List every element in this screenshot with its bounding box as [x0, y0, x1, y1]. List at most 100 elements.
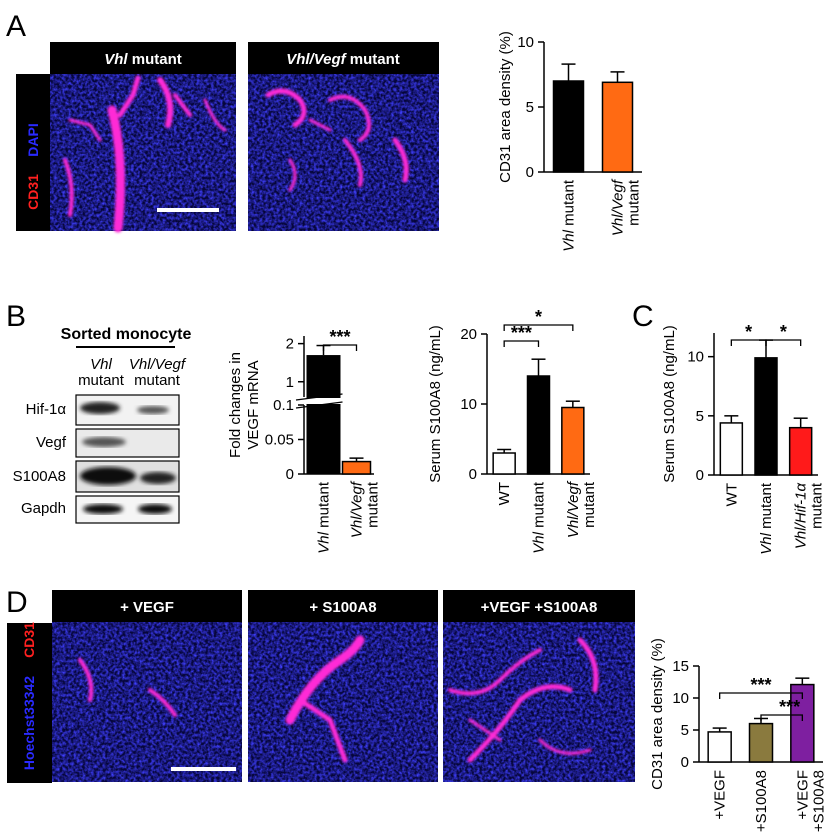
y-tick-label-1: 5 — [526, 99, 534, 116]
bar-2 — [788, 426, 813, 476]
bar-2 — [561, 406, 585, 475]
category-label-1-line2: mutant — [626, 179, 643, 226]
category-label-1-italic: Vhl — [758, 532, 775, 554]
y-tick-label-3: 15 — [672, 658, 689, 675]
category-label-0-normal: WT — [723, 483, 740, 506]
blot-row-s100a8: S100A8 — [13, 468, 66, 485]
blot-row-vegf: Vegf — [36, 434, 67, 451]
significance-label-0: * — [745, 322, 752, 342]
category-label-2-italic: Vhl/Hif-1α — [793, 483, 810, 550]
significance-label-1: * — [535, 307, 542, 327]
y-axis-label: Serum S100A8 (ng/mL) — [427, 325, 444, 483]
blot-col-1-line1: Vhl — [90, 356, 112, 373]
category-label-1-text: Vhl mutant — [531, 481, 548, 554]
micrograph-title-d2: + S100A8 — [309, 599, 376, 616]
category-label-1-normal: +S100A8 — [753, 770, 770, 832]
significance-bracket-0 — [719, 692, 803, 699]
category-label-1: +S100A8 — [753, 770, 770, 832]
category-label-1: Vhl/Vegf mutant — [349, 480, 382, 538]
bar-1 — [341, 460, 372, 475]
y-axis-label: CD31 area density (%) — [497, 31, 514, 183]
y-tick-label-lower-0: 0 — [286, 466, 294, 483]
category-label-1-text: Vhl/Vegf — [610, 178, 627, 236]
category-label-0-italic: Vhl — [561, 229, 578, 251]
micrograph-title-a1: Vhl mutant — [104, 51, 182, 68]
category-label-0-text: WT — [496, 482, 513, 505]
category-label-0: Vhl mutant — [316, 481, 333, 554]
y-tick-label-lower-1: 0.05 — [265, 432, 294, 449]
stain-label-a-cd31: CD31 — [25, 174, 41, 210]
micrograph-title-bar-d3 — [443, 590, 635, 622]
bar-1 — [754, 357, 778, 476]
micrograph-title-bar-a2 — [248, 42, 439, 74]
bar-0-lower — [306, 404, 341, 474]
axis-break-line-upper — [295, 393, 343, 401]
y-tick-label-lower-2: 0.1 — [273, 397, 294, 414]
y-tick-label-1: 5 — [681, 722, 689, 739]
category-label-2: Vhl/Vegf mutant — [565, 480, 598, 538]
scale-bar-a — [157, 208, 219, 212]
category-label-0: Vhl mutant — [561, 179, 578, 252]
bar-1 — [601, 81, 634, 173]
panel-d-micrographs: CD31 Hoechst33342 + VEGF + S100A8 +VEGF … — [7, 590, 635, 783]
category-label-0: +VEGF — [712, 770, 729, 820]
bar-0 — [492, 452, 516, 475]
y-tick-label-0: 0 — [469, 466, 477, 483]
category-label-1-italic: Vhl — [531, 531, 548, 553]
panel-b-blot: Sorted monocyte Vhl mutant Vhl/Vegf muta… — [13, 326, 192, 524]
panel-letter-c: C — [632, 300, 654, 333]
category-label-0-text: WT — [723, 483, 740, 506]
significance-label-1: * — [780, 322, 787, 342]
panel-letter-a: A — [6, 10, 26, 43]
significance-label-0: *** — [750, 675, 771, 695]
significance-label-0: *** — [329, 327, 350, 347]
blot-row-hif: Hif-1α — [26, 401, 67, 418]
micrograph-title-bar-d1 — [52, 590, 242, 622]
significance-label-1: *** — [779, 697, 800, 717]
significance-bracket-1 — [503, 324, 574, 331]
vessel-signal-a2 — [265, 88, 409, 192]
category-label-0-text: +VEGF — [712, 770, 729, 820]
category-label-2-text: +VEGF — [794, 770, 811, 820]
category-label-2-text: Vhl/Vegf — [565, 480, 582, 538]
micrograph-title-a2: Vhl/Vegf mutant — [286, 51, 400, 68]
axis-break-gap — [294, 398, 358, 404]
stain-label-d-cd31: CD31 — [21, 622, 37, 658]
category-label-1: Vhl mutant — [531, 481, 548, 554]
vessel-signal-d2 — [285, 635, 365, 763]
bar-1 — [748, 722, 774, 763]
category-label-1-line2: mutant — [365, 481, 382, 528]
y-tick-label-upper-0: 1 — [286, 374, 294, 391]
panel-letter-d: D — [6, 586, 28, 619]
significance-bracket-1 — [765, 339, 802, 346]
blot-title: Sorted monocyte — [61, 326, 192, 343]
y-axis-label-line2: VEGF mRNA — [245, 360, 262, 449]
vessel-signal-a1 — [63, 75, 227, 233]
category-label-2-line2: mutant — [581, 481, 598, 528]
micrograph-title-bar-d2 — [248, 590, 438, 622]
chart-b-mrna: 1 2 0 0.05 0.1 Fold changes in VEGF mRNA Vhl mu… — [227, 327, 382, 554]
blot-col-2-line2: mutant — [134, 372, 181, 389]
bar-0 — [719, 422, 744, 476]
y-axis-label: CD31 area density (%) — [649, 638, 666, 790]
category-label-0-italic: Vhl — [316, 531, 333, 553]
category-label-0-text: Vhl mutant — [561, 179, 578, 252]
category-label-1: Vhl/Vegf mutant — [610, 178, 643, 236]
micrograph-title-bar-a1 — [50, 42, 236, 74]
scale-bar-d — [171, 767, 236, 771]
y-tick-label-2: 20 — [460, 326, 477, 343]
significance-label-0: *** — [511, 323, 532, 343]
y-tick-label-1: 10 — [460, 396, 477, 413]
category-label-2-line2: +S100A8 — [810, 770, 827, 832]
category-label-2: +VEGF +S100A8 — [794, 770, 827, 832]
category-label-0-text: Vhl mutant — [316, 481, 333, 554]
category-label-0-normal: +VEGF — [712, 770, 729, 820]
y-tick-label-2: 10 — [687, 349, 704, 366]
micrograph-title-d1: + VEGF — [120, 599, 174, 616]
category-label-0: WT — [496, 482, 513, 505]
